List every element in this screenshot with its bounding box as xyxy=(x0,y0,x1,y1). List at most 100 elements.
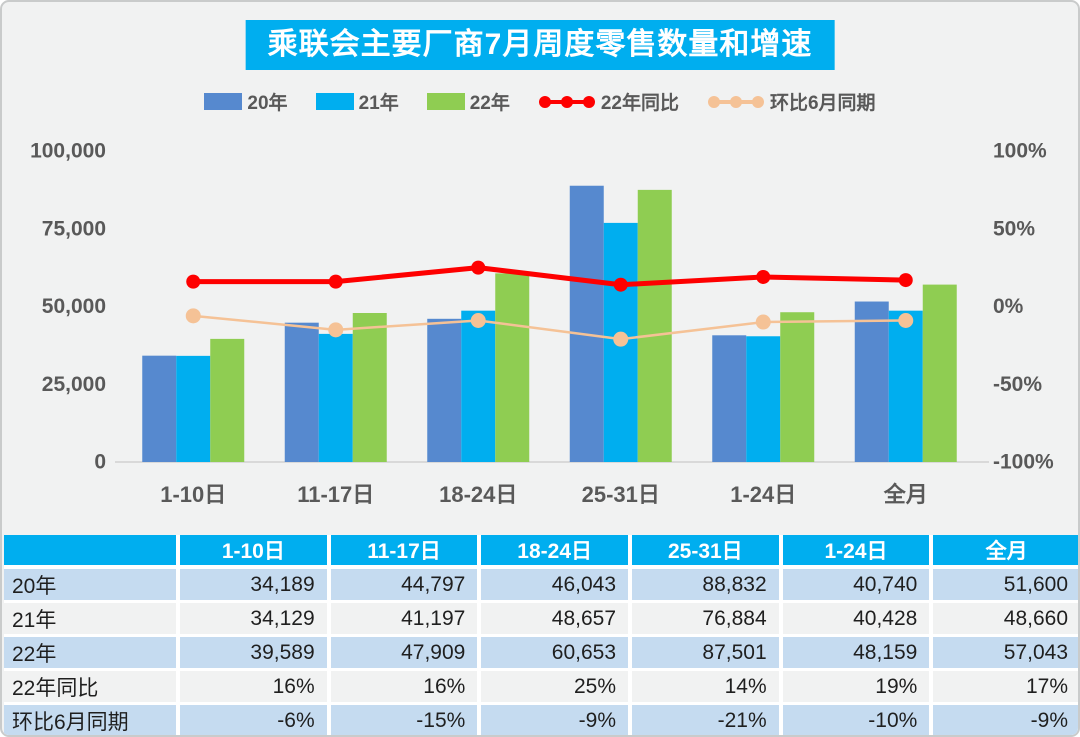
table-cell-22年同比-1-24日: 19% xyxy=(782,671,930,702)
left-axis-tick: 50,000 xyxy=(42,295,106,318)
bar-21年-18-24日 xyxy=(461,310,496,462)
marker-环比6月同期-1-24日 xyxy=(755,314,771,330)
table-cell-21年-25-31日: 76,884 xyxy=(632,603,779,634)
left-axis-tick: 25,000 xyxy=(42,373,106,396)
marker-22年同比-1-10日 xyxy=(186,274,201,289)
legend-label: 环比6月同期 xyxy=(769,93,876,114)
bar-22年-18-24日 xyxy=(495,273,530,462)
bar-22年-全月 xyxy=(922,284,957,462)
bar-20年-18-24日 xyxy=(427,318,462,462)
table-header-empty xyxy=(4,535,176,565)
table-cell-22年-全月: 57,043 xyxy=(933,637,1078,668)
table-cell-环比6月同期-18-24日: -9% xyxy=(481,705,628,735)
bar-20年-1-24日 xyxy=(712,335,747,462)
bar-21年-全月 xyxy=(888,310,923,462)
bar-20年-11-17日 xyxy=(284,322,319,462)
table-cell-20年-25-31日: 88,832 xyxy=(632,569,779,600)
table-cell-21年-1-24日: 40,428 xyxy=(782,603,930,634)
data-table: 1-10日 11-17日 18-24日 25-31日 1-24日 全月 20年 34,189 4… xyxy=(4,535,1078,735)
marker-22年同比-25-31日 xyxy=(613,277,628,292)
marker-环比6月同期-11-17日 xyxy=(328,322,344,338)
table-cell-21年-11-17日: 41,197 xyxy=(330,603,478,634)
table-header-18-24日: 18-24日 xyxy=(481,535,628,565)
marker-22年同比-11-17日 xyxy=(328,274,343,289)
table-header-11-17日: 11-17日 xyxy=(330,535,478,565)
x-category-label: 全月 xyxy=(883,482,928,507)
table-cell-22年同比-11-17日: 16% xyxy=(330,671,478,702)
chart-legend: 20年 21年 22年 22年同比 环比6月同期 xyxy=(2,88,1078,115)
table-cell-环比6月同期-11-17日: -15% xyxy=(330,705,478,735)
x-category-label: 1-10日 xyxy=(160,482,226,507)
table-cell-22年-1-10日: 39,589 xyxy=(180,637,327,668)
legend-item-环比6月同期: 环比6月同期 xyxy=(707,88,876,115)
x-category-label: 18-24日 xyxy=(439,482,517,507)
marker-环比6月同期-25-31日 xyxy=(613,331,629,347)
legend-item-22年同比: 22年同比 xyxy=(538,88,679,115)
table-cell-20年-1-10日: 34,189 xyxy=(180,569,327,600)
legend-line-marker-icon xyxy=(707,95,764,108)
table-row-label-环比6月同期: 环比6月同期 xyxy=(4,705,176,735)
bar-22年-1-24日 xyxy=(780,312,815,462)
bar-21年-1-24日 xyxy=(746,336,781,462)
table-header-1-24日: 1-24日 xyxy=(782,535,930,565)
table-row-label-20年: 20年 xyxy=(4,569,176,600)
bar-21年-1-10日 xyxy=(176,355,211,462)
right-axis-tick: 0% xyxy=(993,295,1024,318)
right-axis-tick: -50% xyxy=(993,373,1042,396)
legend-swatch-icon xyxy=(426,93,465,110)
line-环比6月同期 xyxy=(192,314,907,341)
bar-21年-11-17日 xyxy=(318,333,353,462)
table-cell-20年-1-24日: 40,740 xyxy=(782,569,930,600)
table-cell-20年-18-24日: 46,043 xyxy=(481,569,628,600)
table-cell-21年-1-10日: 34,129 xyxy=(180,603,327,634)
legend-item-20年: 20年 xyxy=(204,88,288,115)
table-cell-22年同比-25-31日: 14% xyxy=(632,671,779,702)
bar-20年-1-10日 xyxy=(142,355,177,462)
left-axis-tick: 100,000 xyxy=(30,140,106,163)
table-cell-22年-1-24日: 48,159 xyxy=(782,637,930,668)
bar-20年-全月 xyxy=(854,301,889,462)
right-axis-tick: -100% xyxy=(993,451,1054,474)
legend-item-21年: 21年 xyxy=(315,88,399,115)
x-category-label: 11-17日 xyxy=(297,482,374,507)
right-axis-tick: 100% xyxy=(993,140,1047,163)
x-category-label: 1-24日 xyxy=(730,482,796,507)
marker-22年同比-全月 xyxy=(898,273,913,288)
bar-20年-25-31日 xyxy=(569,185,604,462)
table-header-全月: 全月 xyxy=(933,535,1078,565)
table-cell-22年同比-18-24日: 25% xyxy=(481,671,628,702)
chart-title: 乘联会主要厂商7月周度零售数量和增速 xyxy=(245,20,835,70)
legend-label: 22年 xyxy=(469,93,510,114)
legend-swatch-icon xyxy=(204,93,243,110)
table-cell-环比6月同期-25-31日: -21% xyxy=(632,705,779,735)
table-cell-22年-25-31日: 87,501 xyxy=(632,637,779,668)
legend-label: 22年同比 xyxy=(600,93,679,114)
legend-line-marker-icon xyxy=(538,95,595,108)
line-22年同比 xyxy=(190,265,909,288)
left-axis-tick: 75,000 xyxy=(42,217,106,240)
legend-item-22年: 22年 xyxy=(426,88,510,115)
legend-label: 21年 xyxy=(358,93,399,114)
table-row-label-22年: 22年 xyxy=(4,637,176,668)
table-cell-21年-18-24日: 48,657 xyxy=(481,603,628,634)
left-axis-tick: 0 xyxy=(94,451,106,474)
table-cell-22年-11-17日: 47,909 xyxy=(330,637,478,668)
table-cell-21年-全月: 48,660 xyxy=(933,603,1078,634)
marker-环比6月同期-全月 xyxy=(898,312,914,328)
marker-22年同比-18-24日 xyxy=(471,260,486,275)
bar-22年-1-10日 xyxy=(210,338,245,462)
table-row-label-21年: 21年 xyxy=(4,603,176,634)
table-cell-环比6月同期-1-10日: -6% xyxy=(180,705,327,735)
table-cell-环比6月同期-全月: -9% xyxy=(933,705,1078,735)
legend-swatch-icon xyxy=(315,93,354,110)
marker-22年同比-1-24日 xyxy=(756,269,771,284)
table-cell-22年同比-全月: 17% xyxy=(933,671,1078,702)
bar-22年-25-31日 xyxy=(637,189,672,462)
table-cell-22年-18-24日: 60,653 xyxy=(481,637,628,668)
bar-22年-11-17日 xyxy=(352,313,387,462)
marker-环比6月同期-18-24日 xyxy=(470,312,486,328)
table-header-25-31日: 25-31日 xyxy=(632,535,779,565)
table-row-label-22年同比: 22年同比 xyxy=(4,671,176,702)
marker-环比6月同期-1-10日 xyxy=(185,308,201,324)
